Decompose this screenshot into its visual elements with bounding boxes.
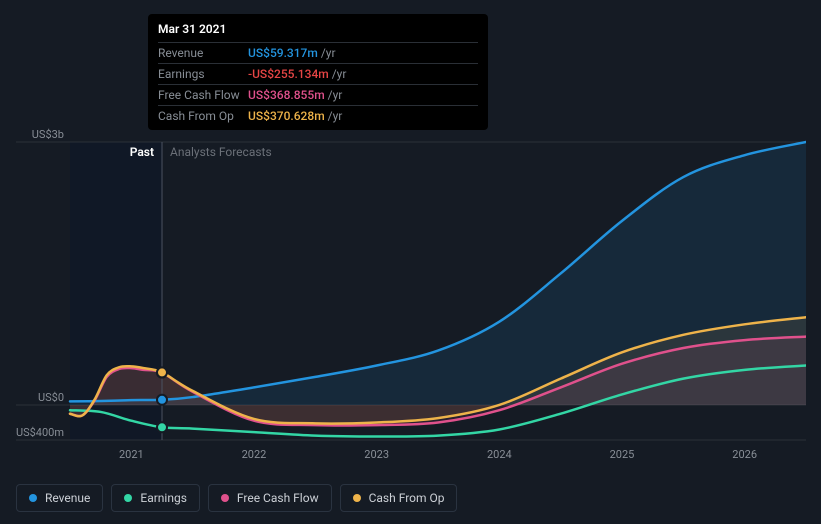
- tooltip-metric-label: Revenue: [158, 46, 248, 60]
- tooltip-suffix: /yr: [328, 88, 343, 102]
- legend-label: Cash From Op: [369, 491, 445, 505]
- legend-dot-icon: [124, 494, 132, 502]
- legend-item-earnings[interactable]: Earnings: [111, 484, 200, 512]
- hover-tooltip: Mar 31 2021 RevenueUS$59.317m/yrEarnings…: [148, 14, 488, 130]
- tooltip-metric-label: Earnings: [158, 67, 248, 81]
- legend: Revenue Earnings Free Cash Flow Cash From O…: [16, 484, 457, 512]
- tooltip-date: Mar 31 2021: [158, 22, 478, 42]
- tooltip-row: Free Cash FlowUS$368.855m/yr: [158, 84, 478, 105]
- line-chart: US$3b US$0 -US$400m Past Analysts Forecasts 2…: [16, 120, 806, 460]
- tooltip-row: Earnings-US$255.134m/yr: [158, 63, 478, 84]
- svg-text:2023: 2023: [364, 448, 389, 460]
- chart-container: US$3b US$0 -US$400m Past Analysts Forecasts 2…: [16, 120, 806, 460]
- svg-text:US$0: US$0: [38, 391, 64, 404]
- svg-text:Analysts Forecasts: Analysts Forecasts: [170, 145, 272, 159]
- legend-item-cash-from-op[interactable]: Cash From Op: [340, 484, 458, 512]
- tooltip-suffix: /yr: [328, 109, 343, 123]
- svg-text:2022: 2022: [242, 448, 267, 460]
- svg-text:2024: 2024: [487, 448, 512, 460]
- legend-label: Free Cash Flow: [237, 491, 319, 505]
- tooltip-metric-value: US$368.855m: [248, 88, 325, 102]
- tooltip-suffix: /yr: [321, 46, 336, 60]
- svg-text:2025: 2025: [610, 448, 635, 460]
- tooltip-metric-value: US$370.628m: [248, 109, 325, 123]
- tooltip-metric-value: US$59.317m: [248, 46, 318, 60]
- svg-text:2021: 2021: [119, 448, 144, 460]
- tooltip-suffix: /yr: [332, 67, 347, 81]
- tooltip-metric-value: -US$255.134m: [248, 67, 329, 81]
- tooltip-metric-label: Free Cash Flow: [158, 88, 248, 102]
- svg-text:US$3b: US$3b: [32, 128, 64, 141]
- legend-dot-icon: [353, 494, 361, 502]
- legend-dot-icon: [221, 494, 229, 502]
- legend-item-free-cash-flow[interactable]: Free Cash Flow: [208, 484, 332, 512]
- svg-text:Past: Past: [130, 145, 154, 159]
- legend-dot-icon: [29, 494, 37, 502]
- tooltip-row: Cash From OpUS$370.628m/yr: [158, 105, 478, 126]
- tooltip-metric-label: Cash From Op: [158, 109, 248, 123]
- svg-text:2026: 2026: [732, 448, 757, 460]
- legend-item-revenue[interactable]: Revenue: [16, 484, 103, 512]
- legend-label: Revenue: [45, 491, 90, 505]
- tooltip-row: RevenueUS$59.317m/yr: [158, 42, 478, 63]
- legend-label: Earnings: [140, 491, 187, 505]
- svg-text:-US$400m: -US$400m: [16, 426, 64, 439]
